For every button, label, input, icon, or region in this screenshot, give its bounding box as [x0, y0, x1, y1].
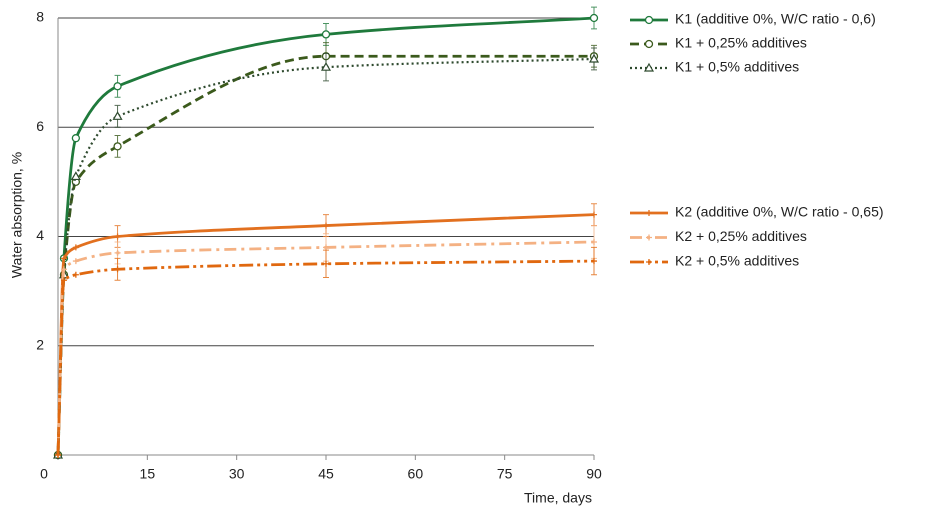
y-axis-label: Water absorption, % [9, 152, 25, 278]
point [321, 30, 331, 39]
point [113, 142, 122, 151]
legend-label: K1 + 0,25% additives [675, 35, 807, 51]
point [320, 61, 332, 71]
legend-marker [646, 259, 652, 265]
point [591, 238, 597, 245]
point [114, 249, 121, 256]
x-axis-label: Time, days [524, 490, 592, 506]
legend-marker [644, 15, 654, 25]
x-tick-label: 30 [229, 466, 245, 482]
point [114, 266, 121, 273]
point [71, 134, 81, 143]
legend-label: K1 + 0,5% additives [675, 59, 799, 75]
y-tick-label: 2 [36, 336, 44, 352]
x-tick-label: 15 [140, 466, 156, 482]
y-tick-label: 6 [36, 118, 44, 134]
x-tick-label: 45 [318, 466, 334, 482]
legend-marker [644, 39, 654, 49]
point [323, 222, 329, 229]
x-tick-label: 75 [497, 466, 513, 482]
point [70, 171, 81, 181]
x-tick-label: 60 [408, 466, 424, 482]
legend-marker [646, 234, 652, 241]
point [113, 82, 122, 91]
point [60, 255, 67, 262]
legend-marker [646, 210, 652, 216]
point [591, 211, 597, 218]
point [60, 266, 67, 273]
point [114, 233, 121, 240]
point [60, 277, 67, 284]
point [591, 258, 597, 265]
legend-label: K2 + 0,5% additives [675, 253, 799, 269]
x-tick-label: 90 [586, 466, 602, 482]
point [112, 111, 123, 120]
legend-label: K1 (additive 0%, W/C ratio - 0,6) [675, 11, 876, 27]
series-line [56, 259, 595, 456]
point [55, 452, 61, 458]
y-tick-label: 4 [36, 227, 44, 243]
x-tick-label: 0 [40, 466, 48, 482]
legend-marker [643, 62, 655, 72]
point [72, 258, 79, 265]
legend-label: K2 (additive 0%, W/C ratio - 0,65) [675, 204, 884, 220]
point [323, 260, 329, 267]
point [589, 13, 599, 23]
y-tick-label: 8 [36, 9, 44, 25]
point [323, 244, 329, 251]
point [72, 244, 79, 251]
point [588, 53, 600, 63]
legend-label: K2 + 0,25% additives [675, 228, 807, 244]
point [72, 271, 79, 278]
